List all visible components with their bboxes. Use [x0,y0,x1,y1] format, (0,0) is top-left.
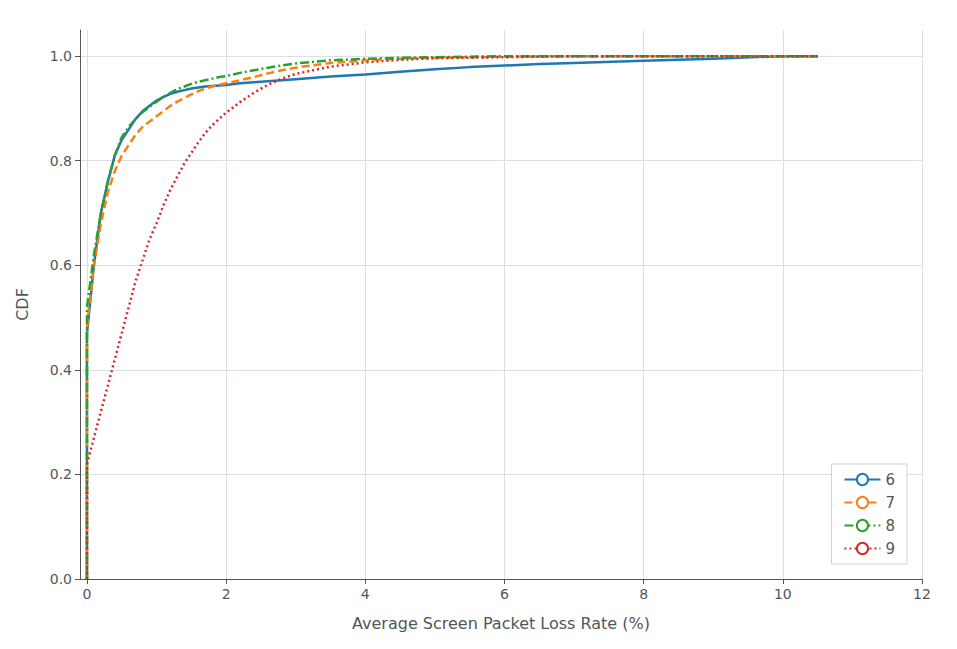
svg-text:0.8: 0.8 [50,153,72,169]
svg-text:7: 7 [885,494,895,512]
svg-text:1.0: 1.0 [50,48,72,64]
svg-text:0.0: 0.0 [50,571,72,587]
svg-text:10: 10 [774,586,792,602]
svg-text:0: 0 [82,586,91,602]
svg-text:Average Screen Packet Loss Rat: Average Screen Packet Loss Rate (%) [352,614,650,633]
svg-text:0.4: 0.4 [50,362,72,378]
svg-text:0.6: 0.6 [50,257,72,273]
svg-text:4: 4 [361,586,370,602]
svg-text:8: 8 [639,586,648,602]
svg-text:12: 12 [913,586,931,602]
svg-text:8: 8 [885,517,895,535]
svg-text:0.2: 0.2 [50,466,72,482]
svg-text:9: 9 [885,540,895,558]
svg-text:6: 6 [885,471,895,489]
svg-text:CDF: CDF [13,288,32,321]
svg-text:6: 6 [500,586,509,602]
svg-text:2: 2 [222,586,231,602]
